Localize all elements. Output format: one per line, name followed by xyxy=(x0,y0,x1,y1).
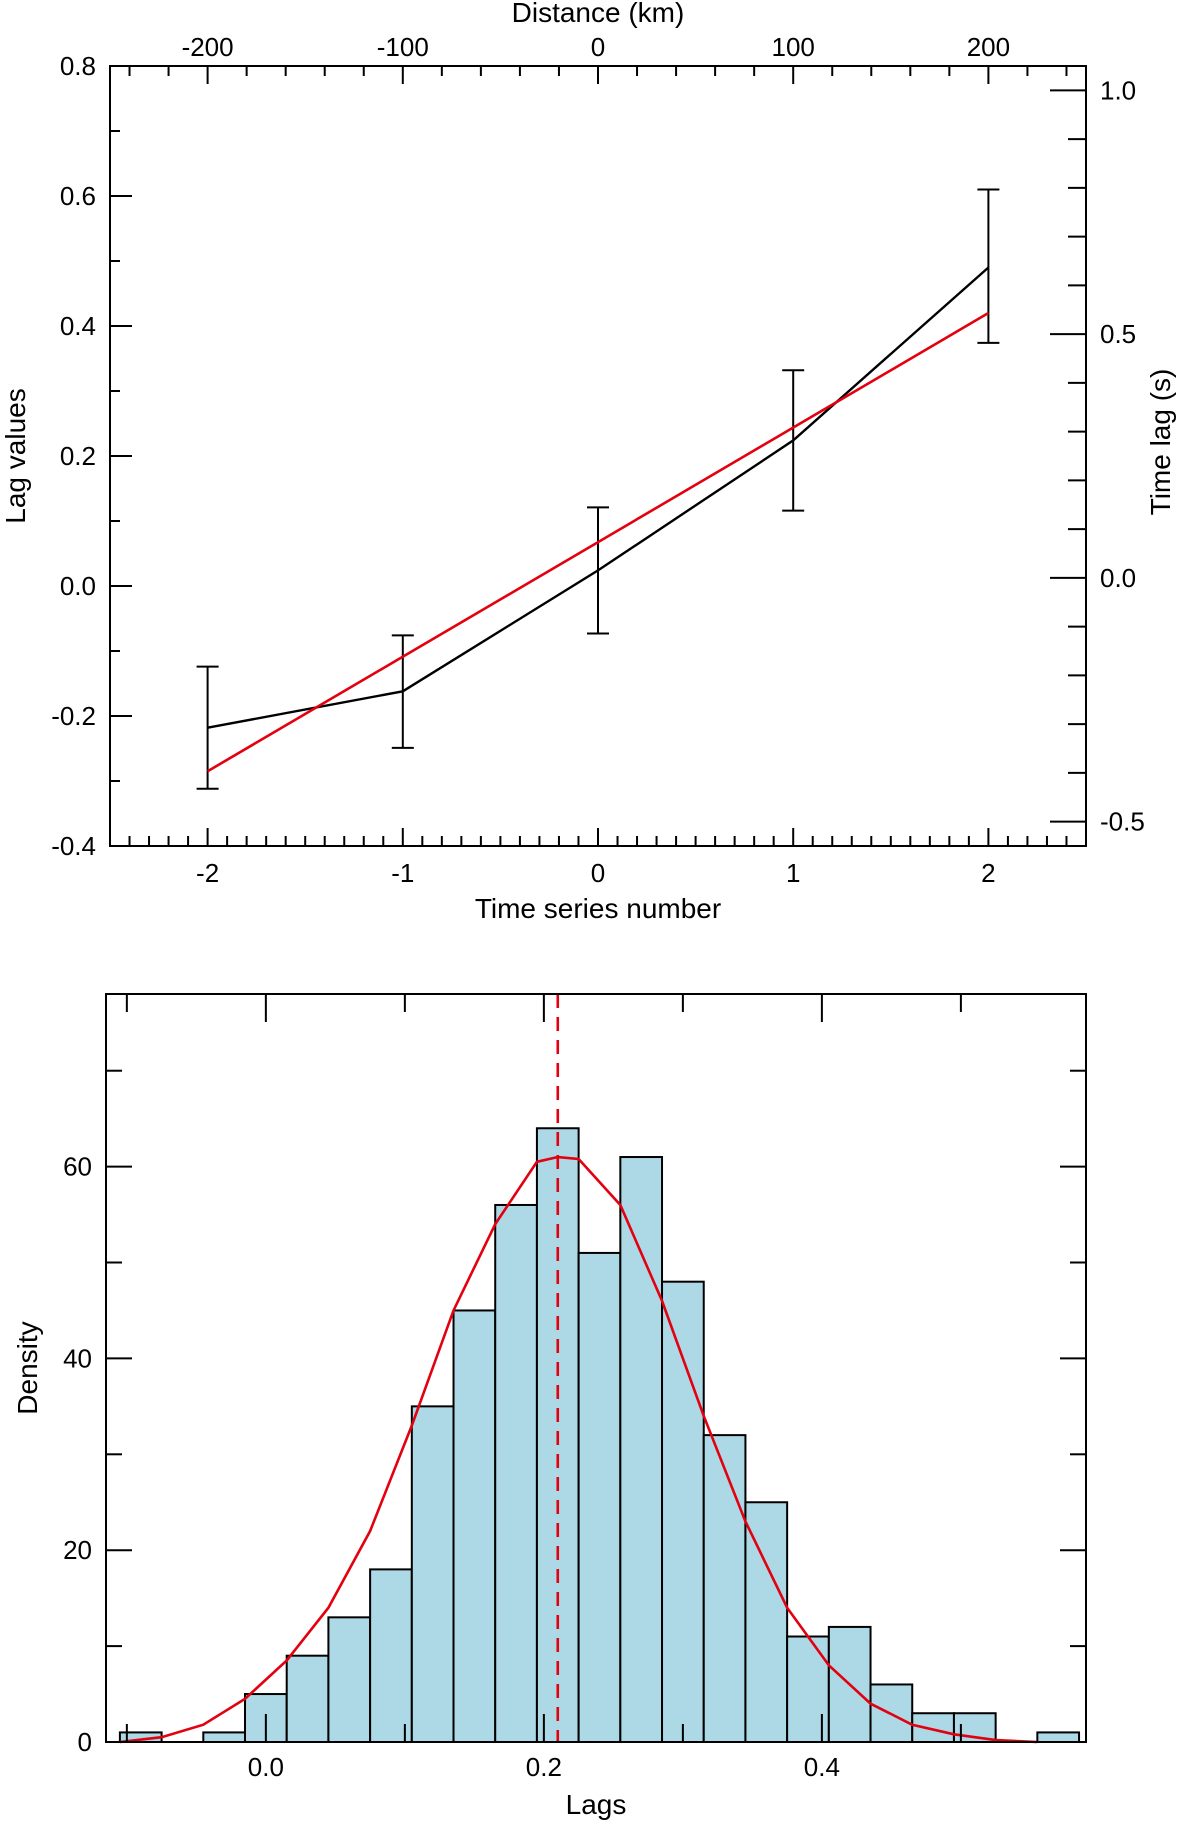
x-tick-label: -2 xyxy=(196,858,219,888)
x-tick-label: 0.4 xyxy=(804,1752,840,1782)
top-x-tick-label: -100 xyxy=(377,32,429,62)
density-curve xyxy=(119,1155,1038,1744)
top-x-axis-title: Distance (km) xyxy=(512,0,685,28)
right-y-axis-title: Time lag (s) xyxy=(1145,369,1176,516)
x-tick-label: -1 xyxy=(391,858,414,888)
right-y-tick-label: 0.0 xyxy=(1100,563,1136,593)
histogram-data-layer xyxy=(118,994,1081,1744)
histogram-bar xyxy=(202,1731,247,1744)
axis-ticks xyxy=(110,65,1086,847)
y-tick-label: 20 xyxy=(63,1535,92,1565)
y-tick-label: 0.2 xyxy=(60,441,96,471)
x-tick-label: 0 xyxy=(591,858,605,888)
histogram-bar xyxy=(661,1280,705,1743)
right-y-tick-labels: -0.5 0.0 0.5 1.0 xyxy=(1100,75,1145,836)
x-tick-labels: 0.0 0.2 0.4 xyxy=(248,1752,840,1782)
histogram-bar xyxy=(494,1203,538,1743)
y-tick-label: 0.0 xyxy=(60,571,96,601)
y-tick-label: 0.4 xyxy=(60,311,96,341)
right-y-tick-label: 0.5 xyxy=(1100,319,1136,349)
histogram-bar xyxy=(452,1309,497,1743)
histogram-bar xyxy=(911,1712,955,1743)
y-tick-labels: -0.4 -0.2 0.0 0.2 0.4 0.6 0.8 xyxy=(51,51,96,861)
histogram-bar xyxy=(327,1616,372,1744)
y-tick-labels: 0 20 40 60 xyxy=(63,1152,92,1757)
x-tick-label: 0.2 xyxy=(526,1752,562,1782)
histogram-bar xyxy=(1036,1731,1081,1744)
histogram-bar xyxy=(285,1654,330,1743)
y-tick-label: 0.8 xyxy=(60,51,96,81)
x-axis-title: Time series number xyxy=(475,893,721,924)
y-tick-label: 60 xyxy=(63,1152,92,1182)
histogram-bar xyxy=(702,1434,747,1743)
x-tick-label: 2 xyxy=(981,858,995,888)
top-x-tick-label: -200 xyxy=(182,32,234,62)
x-axis-title: Lags xyxy=(566,1789,627,1820)
top-x-tick-labels: -200 -100 0 100 200 xyxy=(182,32,1011,62)
x-tick-label: 1 xyxy=(786,858,800,888)
chart-frame xyxy=(105,993,1087,1743)
y-tick-label: -0.2 xyxy=(51,701,96,731)
right-y-tick-label: 1.0 xyxy=(1100,75,1136,105)
histogram-bar xyxy=(744,1501,789,1744)
y-tick-label: 0 xyxy=(78,1727,92,1757)
top-x-tick-label: 100 xyxy=(772,32,815,62)
histogram-bar xyxy=(369,1568,413,1744)
x-tick-labels: -2 -1 0 1 2 xyxy=(196,858,996,888)
linear-fit-line xyxy=(206,311,990,773)
y-tick-label: -0.4 xyxy=(51,831,96,861)
y-tick-label: 0.6 xyxy=(60,181,96,211)
top-x-tick-label: 200 xyxy=(967,32,1010,62)
lags-histogram-chart: 0.0 0.2 0.4 0 20 40 60 Lags Density xyxy=(12,993,1087,1820)
y-axis-title: Lag values xyxy=(0,388,31,523)
histogram-bar xyxy=(619,1156,664,1743)
right-y-tick-label: -0.5 xyxy=(1100,807,1145,837)
lag-values-chart: -2 -1 0 1 2 -0.4 -0.2 0.0 0.2 0.4 0.6 0.8 -200 -100… xyxy=(0,0,1176,924)
x-tick-label: 0.0 xyxy=(248,1752,284,1782)
lag-data-layer xyxy=(196,188,1000,790)
histogram-bar xyxy=(577,1251,622,1744)
chart-frame xyxy=(109,65,1087,847)
histogram-bar xyxy=(410,1405,455,1744)
lag-values-line xyxy=(207,266,990,729)
y-tick-label: 40 xyxy=(63,1343,92,1373)
axis-ticks xyxy=(106,994,1086,1743)
top-x-tick-label: 0 xyxy=(591,32,605,62)
y-axis-title: Density xyxy=(12,1321,43,1414)
